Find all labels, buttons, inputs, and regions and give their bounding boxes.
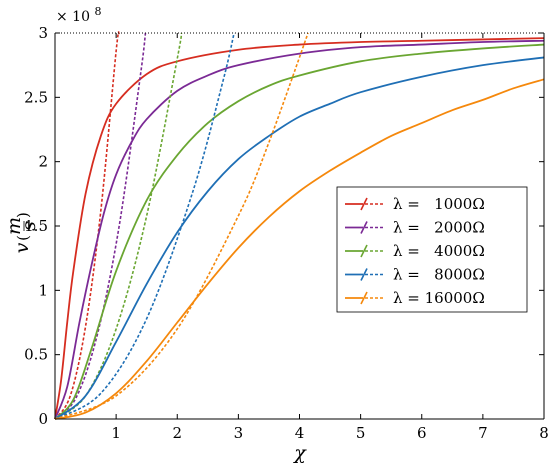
legend-label: λ = 2000Ω <box>393 219 485 237</box>
series-solid-line <box>54 56 545 420</box>
legend-slash-mark <box>360 197 368 211</box>
y-axis-label: v ( m s ) <box>3 212 40 253</box>
series-dashed-line <box>54 32 235 420</box>
legend-slash-mark <box>360 244 368 258</box>
ticks-layer: 1 2 3 4 5 6 7 8 0 0.5 1 1.5 2 2.5 3 <box>24 24 549 442</box>
legend-slash-mark <box>360 221 368 234</box>
y-multiplier: × 10 8 <box>56 5 101 25</box>
legend-entry: λ = 4000Ω <box>345 242 485 260</box>
series-5 <box>54 32 545 420</box>
y-axis-label-num: m <box>3 217 25 235</box>
legend-entry: λ = 2000Ω <box>345 219 485 237</box>
y-tick-label: 3 <box>38 24 48 42</box>
legend-entry: λ = 16000Ω <box>345 289 485 307</box>
x-tick-label: 3 <box>234 424 244 442</box>
series-dashed-line <box>54 32 147 420</box>
y-tick-label: 0 <box>38 410 48 428</box>
series-layer <box>54 31 545 420</box>
x-tick-label: 6 <box>417 424 427 442</box>
series-1 <box>54 31 545 420</box>
x-tick-label: 4 <box>295 424 305 442</box>
y-axis-label-close: ) <box>14 212 32 218</box>
y-tick-label: 1 <box>38 281 48 299</box>
series-4 <box>54 32 545 420</box>
legend-entry: λ = 1000Ω <box>345 195 485 213</box>
y-axis-label-open: ( <box>14 235 32 241</box>
legend-slash-mark <box>360 268 368 281</box>
series-dashed-line <box>54 31 120 420</box>
x-tick-label: 7 <box>478 424 488 442</box>
series-solid-line <box>54 37 545 420</box>
y-axis-label-v: v <box>11 242 33 253</box>
x-axis-label: χ <box>292 442 307 464</box>
series-solid-line <box>54 43 545 420</box>
y-multiplier-base: × 10 <box>56 9 90 25</box>
y-axis-label-den: s <box>18 221 40 231</box>
legend-box <box>336 186 528 313</box>
legend-label: λ = 1000Ω <box>393 195 485 213</box>
legend: λ = 1000Ω λ = 2000Ω λ = 4000Ω λ = 8000Ω λ = … <box>336 186 528 313</box>
y-tick-label: 1.5 <box>24 217 48 235</box>
x-tick-label: 2 <box>172 424 182 442</box>
x-tick-label: 1 <box>111 424 121 442</box>
series-2 <box>54 32 545 420</box>
x-tick-label: 5 <box>356 424 366 442</box>
series-3 <box>54 32 545 420</box>
series-dashed-line <box>54 32 309 420</box>
x-tick-label: 8 <box>539 424 549 442</box>
legend-label: λ = 4000Ω <box>393 242 485 260</box>
legend-label: λ = 8000Ω <box>393 266 485 284</box>
series-solid-line <box>54 78 545 420</box>
y-tick-label: 2.5 <box>24 88 48 106</box>
y-multiplier-exponent: 8 <box>94 5 101 18</box>
legend-entries: λ = 1000Ω λ = 2000Ω λ = 4000Ω λ = 8000Ω λ = … <box>345 195 485 307</box>
y-tick-label: 2 <box>38 153 48 171</box>
legend-slash-mark <box>360 291 368 305</box>
series-solid-line <box>54 39 545 420</box>
legend-label: λ = 16000Ω <box>393 289 485 307</box>
y-tick-label: 0.5 <box>24 346 48 364</box>
legend-entry: λ = 8000Ω <box>345 266 485 284</box>
